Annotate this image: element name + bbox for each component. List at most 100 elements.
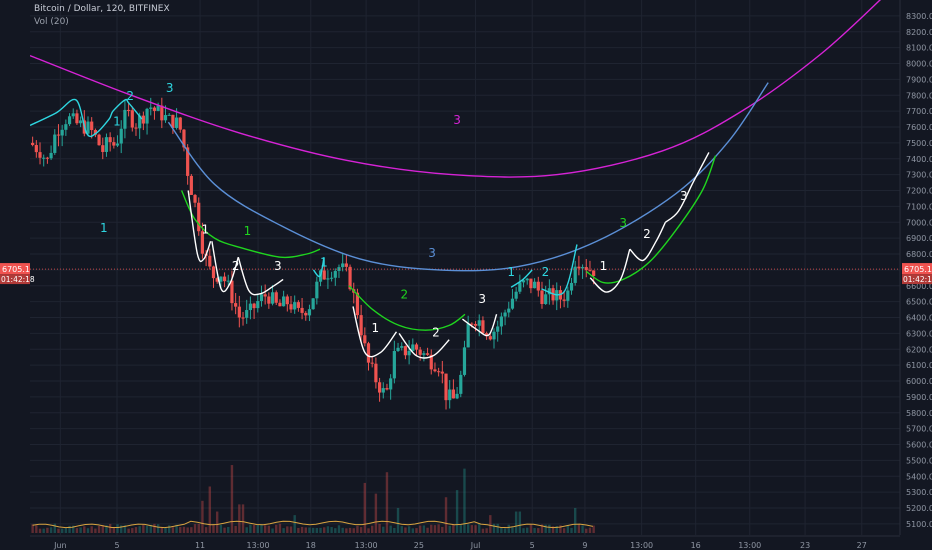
volume-bar — [385, 472, 389, 533]
price-tick-label: 6600.0 — [906, 282, 932, 291]
candle — [215, 277, 219, 284]
volume-bar — [267, 525, 271, 533]
candle-body — [326, 278, 330, 280]
candle — [385, 383, 389, 391]
price-tick-label: 5500.0 — [906, 456, 932, 465]
volume-bar — [193, 524, 197, 533]
candle-body — [93, 130, 97, 135]
candle-body — [370, 362, 374, 364]
candle-body — [359, 315, 363, 336]
volume-bar — [42, 528, 45, 533]
candle-body — [141, 115, 145, 124]
candle — [45, 156, 49, 164]
candle-body — [211, 266, 216, 279]
volume-bar — [79, 527, 82, 533]
candle — [167, 113, 171, 116]
price-tick-label: 7400.0 — [906, 155, 932, 164]
volume-bar — [286, 526, 289, 533]
volume-bar — [448, 525, 451, 533]
candle — [60, 124, 64, 147]
candle — [562, 290, 566, 308]
volume-bar — [363, 482, 367, 533]
candle — [533, 278, 537, 289]
volume-bar — [382, 526, 385, 533]
price-tick-label: 8100.0 — [906, 44, 932, 53]
candle-body — [396, 347, 400, 351]
candle-body — [263, 294, 267, 297]
candle-body — [282, 296, 286, 307]
candle-body — [53, 134, 57, 153]
price-tick-label: 5300.0 — [906, 488, 932, 497]
time-tick-label: Jul — [470, 541, 481, 550]
candle — [293, 295, 297, 314]
wave-label-white: 1 — [201, 222, 209, 236]
candle — [437, 367, 441, 377]
candle-body — [510, 298, 515, 309]
candle — [411, 338, 415, 352]
candle — [525, 277, 529, 285]
wave-label-cyan: 1 — [320, 256, 328, 270]
candle — [481, 316, 485, 335]
candle-body — [536, 281, 540, 291]
price-tick-label: 7600.0 — [906, 123, 932, 132]
candle-body — [222, 276, 227, 282]
candle — [510, 289, 515, 310]
volume-indicator-label[interactable]: Vol (20) — [34, 17, 69, 27]
price-tick-label: 6200.0 — [906, 345, 932, 354]
candle-body — [381, 388, 385, 393]
time-tick-label: 13:00 — [630, 541, 653, 550]
candle — [248, 296, 252, 320]
countdown-value: 01:42:18 — [903, 275, 932, 284]
candle — [414, 342, 419, 356]
candle-body — [38, 152, 42, 158]
candle-body — [178, 117, 182, 130]
price-tick-label: 6800.0 — [906, 250, 932, 259]
volume-bar — [478, 523, 481, 533]
candle-body — [592, 270, 596, 276]
candle-body — [466, 323, 470, 348]
candle — [477, 314, 481, 337]
candle — [558, 285, 563, 309]
annotation-curve-white — [398, 332, 450, 359]
candle-body — [411, 344, 415, 351]
candle — [282, 290, 286, 307]
candle-body — [392, 350, 396, 379]
volume-bar — [378, 523, 381, 533]
volume-bar — [474, 525, 477, 533]
volume-bar — [57, 528, 60, 533]
candle — [381, 382, 385, 399]
candle — [448, 380, 452, 409]
candle — [496, 320, 500, 342]
wave-label-cyan: 1 — [100, 221, 108, 235]
candle-body — [112, 142, 116, 146]
candle-body — [42, 157, 46, 159]
candle-body — [289, 304, 293, 310]
price-tick-label: 6500.0 — [906, 298, 932, 307]
volume-bar — [64, 527, 68, 533]
candle-body — [270, 292, 275, 304]
volume-bar — [348, 527, 352, 533]
candle — [444, 373, 448, 410]
candle — [234, 293, 238, 315]
volume-bar — [201, 500, 204, 533]
annotation-curves — [30, 0, 882, 359]
candle — [555, 282, 559, 311]
volume-bar — [537, 528, 540, 533]
volume-bar — [35, 525, 38, 533]
candle-body — [459, 374, 463, 394]
volume-bar — [156, 524, 160, 533]
volume-bar — [168, 525, 171, 533]
candle-body — [525, 278, 529, 281]
candle — [377, 377, 382, 402]
candle — [492, 328, 496, 349]
candle — [400, 342, 404, 351]
candle-body — [49, 152, 53, 159]
candle-body — [540, 290, 544, 304]
candle — [31, 136, 35, 147]
candle — [333, 268, 337, 286]
candle — [278, 299, 282, 307]
volume-bar — [271, 528, 274, 533]
candle — [521, 279, 526, 288]
